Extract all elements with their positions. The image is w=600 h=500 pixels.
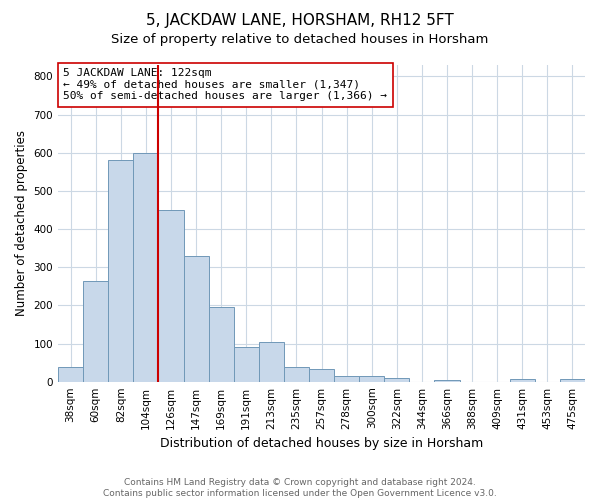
Bar	[209, 308, 233, 382]
Text: 5, JACKDAW LANE, HORSHAM, RH12 5FT: 5, JACKDAW LANE, HORSHAM, RH12 5FT	[146, 12, 454, 28]
Bar	[108, 160, 133, 382]
Bar	[334, 376, 359, 382]
Y-axis label: Number of detached properties: Number of detached properties	[15, 130, 28, 316]
Bar	[359, 376, 384, 382]
Bar	[158, 210, 184, 382]
Bar	[560, 379, 585, 382]
Bar	[83, 280, 108, 382]
Text: Contains HM Land Registry data © Crown copyright and database right 2024.
Contai: Contains HM Land Registry data © Crown c…	[103, 478, 497, 498]
Bar	[384, 378, 409, 382]
Bar	[284, 367, 309, 382]
Bar	[233, 348, 259, 382]
Text: Size of property relative to detached houses in Horsham: Size of property relative to detached ho…	[112, 32, 488, 46]
Text: 5 JACKDAW LANE: 122sqm
← 49% of detached houses are smaller (1,347)
50% of semi-: 5 JACKDAW LANE: 122sqm ← 49% of detached…	[64, 68, 388, 102]
Bar	[434, 380, 460, 382]
Bar	[58, 367, 83, 382]
Bar	[510, 379, 535, 382]
Bar	[184, 256, 209, 382]
Bar	[133, 153, 158, 382]
X-axis label: Distribution of detached houses by size in Horsham: Distribution of detached houses by size …	[160, 437, 483, 450]
Bar	[309, 370, 334, 382]
Bar	[259, 342, 284, 382]
